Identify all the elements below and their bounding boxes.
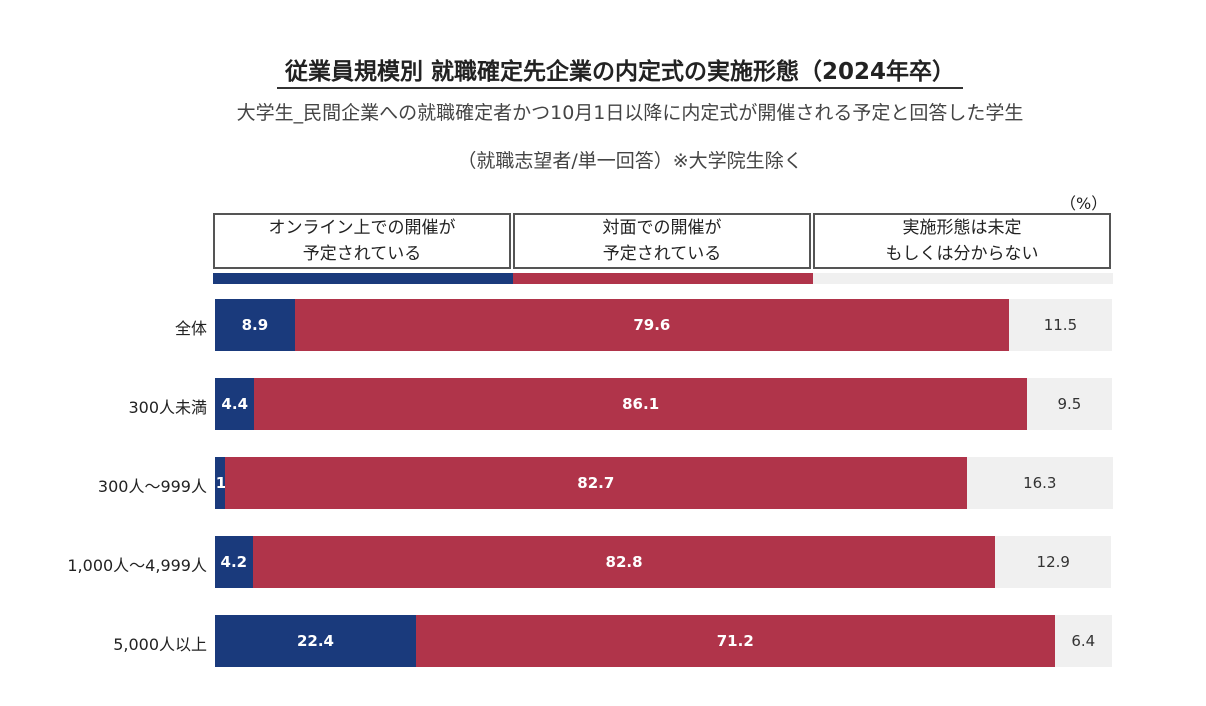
data-label-2: 11.5 (1043, 316, 1078, 334)
data-label-2: 16.3 (1023, 474, 1057, 492)
data-label-1: 82.8 (605, 553, 643, 571)
data-label-2: 12.9 (1036, 553, 1070, 571)
bar-segment-0 (215, 378, 255, 430)
data-label-1: 86.1 (622, 395, 660, 413)
bar-segment-1 (415, 615, 1055, 667)
data-label-2: 9.5 (1057, 395, 1082, 413)
legend-swatch-0 (213, 273, 513, 284)
data-label-2: 6.4 (1071, 632, 1096, 650)
bar-segment-1 (224, 457, 967, 509)
data-label-1: 79.6 (633, 316, 671, 334)
bar-segment-2 (1008, 299, 1112, 351)
category-label: 1,000人～4,999人 (67, 556, 207, 575)
data-label-0: 4.4 (221, 395, 249, 413)
category-label: 5,000人以上 (113, 635, 207, 654)
data-label-1: 71.2 (716, 632, 754, 650)
category-label: 全体 (174, 319, 207, 338)
legend-swatch-2 (813, 273, 1113, 284)
chart-title: 従業員規模別 就職確定先企業の内定式の実施形態（2024年卒） (0, 52, 1206, 89)
bar-segment-1 (252, 536, 996, 588)
chart-subtitle-line2: （就職志望者/単一回答）※大学院生除く (457, 150, 803, 172)
bar-segment-0 (215, 615, 416, 667)
legend-swatch-1 (513, 273, 813, 284)
bar-segment-0 (215, 299, 295, 351)
legend-item-1: 対面での開催が 予定されている (513, 213, 811, 269)
bar-segment-2 (1054, 615, 1112, 667)
bar-segment-1 (294, 299, 1009, 351)
bar-segment-2 (995, 536, 1112, 588)
chart-subtitle-line1: 大学生_民間企業への就職確定者かつ10月1日以降に内定式が開催される予定と回答し… (236, 102, 1024, 124)
chart-title-text: 従業員規模別 就職確定先企業の内定式の実施形態（2024年卒） (276, 59, 964, 89)
category-label: 300人未満 (128, 398, 207, 417)
data-label-1: 82.7 (577, 474, 615, 492)
bar-segment-1 (254, 378, 1027, 430)
bar-segment-2 (1026, 378, 1112, 430)
bar-segment-2 (966, 457, 1113, 509)
legend-item-2: 実施形態は未定 もしくは分からない (813, 213, 1111, 269)
data-label-0: 8.9 (241, 316, 269, 334)
data-label-0: 22.4 (296, 632, 334, 650)
bar-segment-0 (215, 457, 225, 509)
bar-segment-0 (215, 536, 253, 588)
data-label-0: 4.2 (220, 553, 248, 571)
legend-item-0: オンライン上での開催が 予定されている (213, 213, 511, 269)
category-label: 300人～999人 (97, 477, 207, 496)
unit-label: （%） (1060, 194, 1108, 213)
